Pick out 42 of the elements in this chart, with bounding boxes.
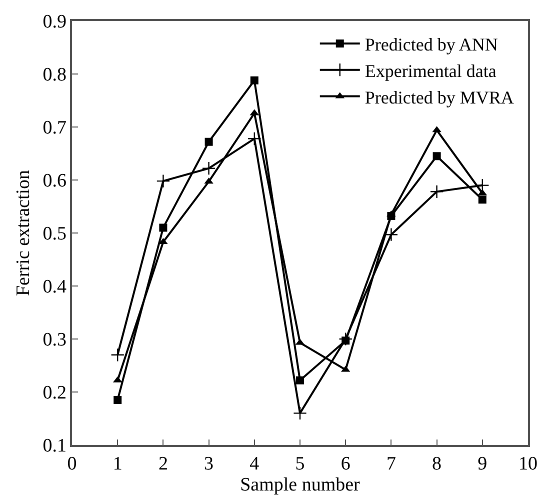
point [202,161,216,176]
point [248,132,262,146]
y-tick-label: 0.9 [42,12,66,33]
y-tick-label: 0.3 [42,330,66,351]
x-tick-label: 3 [204,454,214,475]
point [430,184,444,199]
x-tick-label: 7 [386,454,396,475]
point [114,396,122,404]
y-tick-label: 0.8 [42,64,66,86]
point [204,138,213,146]
x-tick-label: 10 [518,454,538,475]
point [293,406,307,420]
point [250,76,258,84]
x-axis-title: Sample number [240,474,361,496]
x-tick-label: 5 [295,454,305,475]
x-tick-label: 0 [67,454,77,475]
point [387,212,396,220]
y-tick-label: 0.1 [42,436,66,457]
x-tick-label: 9 [478,454,488,475]
point [384,228,398,242]
x-tick-label: 1 [112,454,122,475]
y-axis-title: Ferric extraction [13,169,34,296]
point [159,224,168,232]
y-tick-label: 0.6 [42,170,66,192]
y-tick-label: 0.7 [42,118,66,139]
point [156,174,170,188]
x-tick-label: 2 [158,454,168,475]
legend-label: Predicted by MVRA [364,87,514,108]
point [338,332,352,346]
point [432,152,441,160]
legend-label: Experimental data [364,60,496,81]
point [342,336,350,345]
point [478,196,486,204]
x-tick-label: 4 [250,454,260,475]
point [110,348,124,362]
point [296,376,304,384]
y-tick-label: 0.5 [42,224,66,245]
y-tick-label: 0.2 [42,382,66,404]
x-tick-label: 8 [432,454,442,475]
legend-label: Predicted by ANN [364,34,498,54]
y-tick-label: 0.4 [42,276,67,298]
x-tick-label: 6 [340,454,350,475]
